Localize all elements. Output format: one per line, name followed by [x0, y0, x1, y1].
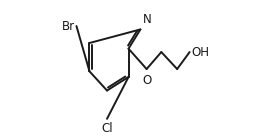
Text: Cl: Cl — [101, 122, 113, 135]
Text: N: N — [143, 13, 152, 26]
Text: Br: Br — [62, 20, 75, 32]
Text: OH: OH — [191, 46, 209, 58]
Text: O: O — [142, 74, 151, 87]
